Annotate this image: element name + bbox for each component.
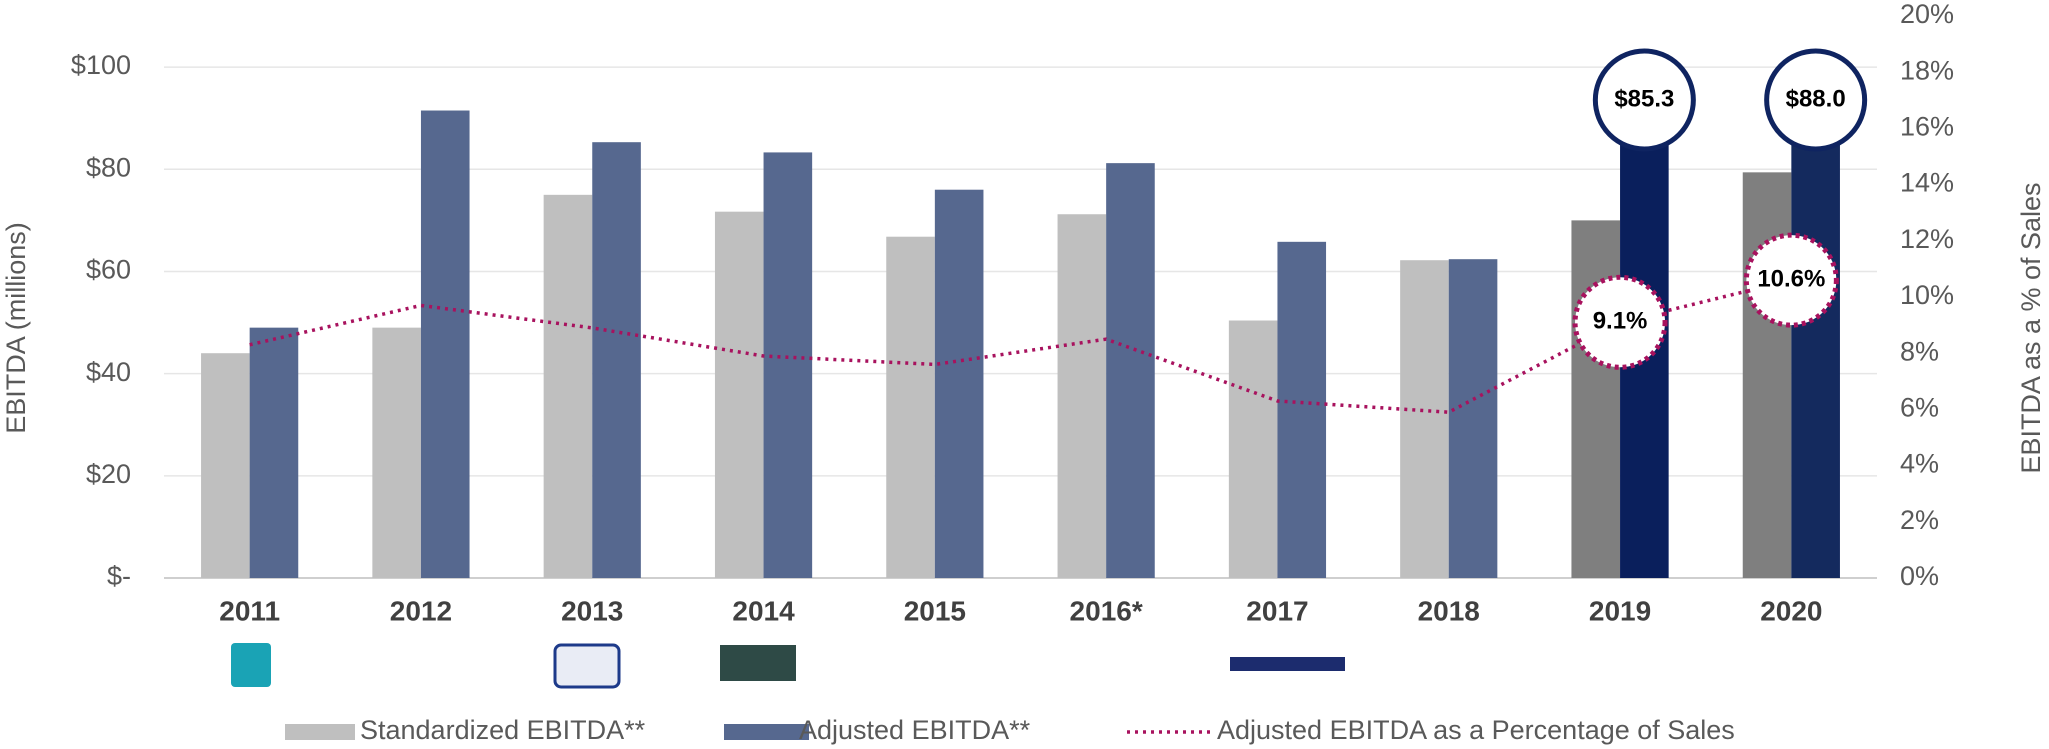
y2-tick-label: 10%: [1900, 280, 1954, 310]
label-circle: [1592, 48, 1696, 152]
label-circle: [1764, 48, 1868, 152]
line: [249, 278, 1792, 414]
y-axis-title: EBITDA (millions): [1, 222, 31, 434]
x-tick-label: 2019: [1589, 595, 1651, 626]
data-label: 9.1%: [1593, 308, 1648, 335]
bar: [372, 327, 421, 578]
bar: [592, 142, 641, 578]
bar: [763, 152, 813, 578]
x-tick-label: 2017: [1246, 595, 1308, 626]
y2-tick-label: 12%: [1900, 224, 1954, 254]
x-tick-label: 2016*: [1070, 595, 1143, 626]
bar: [1571, 220, 1621, 578]
data-label: $85.3: [1614, 85, 1674, 112]
bar: [1106, 163, 1155, 578]
y2-tick-label: 8%: [1900, 336, 1939, 366]
y2-tick-label: 18%: [1900, 55, 1954, 85]
legend-label: Adjusted EBITDA**: [799, 715, 1031, 745]
bar: [934, 189, 984, 578]
bar: [1057, 214, 1107, 578]
legend-label: Standardized EBITDA**: [360, 715, 646, 745]
bar: [1400, 260, 1449, 578]
label-circle: [1743, 232, 1839, 328]
x-tick-label: 2015: [904, 595, 966, 626]
y2-axis-title: EBITDA as a % of Sales: [2016, 182, 2046, 473]
logo: [720, 645, 796, 681]
logo: [231, 643, 271, 687]
y-tick-label: $20: [86, 459, 131, 489]
y-tick-label: $40: [86, 357, 131, 387]
y2-tick-label: 20%: [1900, 0, 1954, 29]
x-tick-label: 2018: [1418, 595, 1480, 626]
logo: [553, 643, 621, 689]
y2-tick-label: 6%: [1900, 393, 1939, 423]
y-tick-label: $80: [86, 152, 131, 182]
y2-tick-label: 0%: [1900, 561, 1939, 591]
legend-swatch: [724, 724, 809, 740]
data-label: $88.0: [1786, 85, 1846, 112]
legend-label: Adjusted EBITDA as a Percentage of Sales: [1217, 715, 1735, 745]
bar: [249, 327, 299, 578]
bar: [1277, 241, 1327, 578]
y2-tick-label: 4%: [1900, 449, 1939, 479]
bar: [420, 110, 470, 578]
data-label: 10.6%: [1757, 265, 1825, 292]
x-tick-label: 2011: [219, 595, 280, 626]
bar: [886, 236, 935, 579]
y-tick-label: $60: [86, 255, 131, 285]
y2-tick-label: 2%: [1900, 505, 1939, 535]
x-tick-label: 2013: [561, 595, 623, 626]
bar: [1228, 320, 1278, 578]
bar: [1742, 172, 1792, 578]
bar: [201, 353, 250, 578]
x-tick-label: 2012: [390, 595, 452, 626]
y-tick-label: $-: [107, 561, 131, 591]
label-circle: [1572, 274, 1668, 370]
legend-swatch: [285, 724, 355, 740]
bar: [1791, 128, 1840, 578]
bar: [714, 211, 764, 579]
logos: [231, 643, 1345, 689]
x-tick-label: 2014: [732, 595, 795, 626]
y-tick-label: $100: [71, 50, 131, 80]
y2-tick-label: 16%: [1900, 112, 1954, 142]
logo: [1230, 657, 1345, 671]
bar: [1448, 259, 1498, 578]
y2-tick-label: 14%: [1900, 168, 1954, 198]
x-tick-label: 2020: [1760, 595, 1822, 626]
bar: [543, 194, 593, 578]
